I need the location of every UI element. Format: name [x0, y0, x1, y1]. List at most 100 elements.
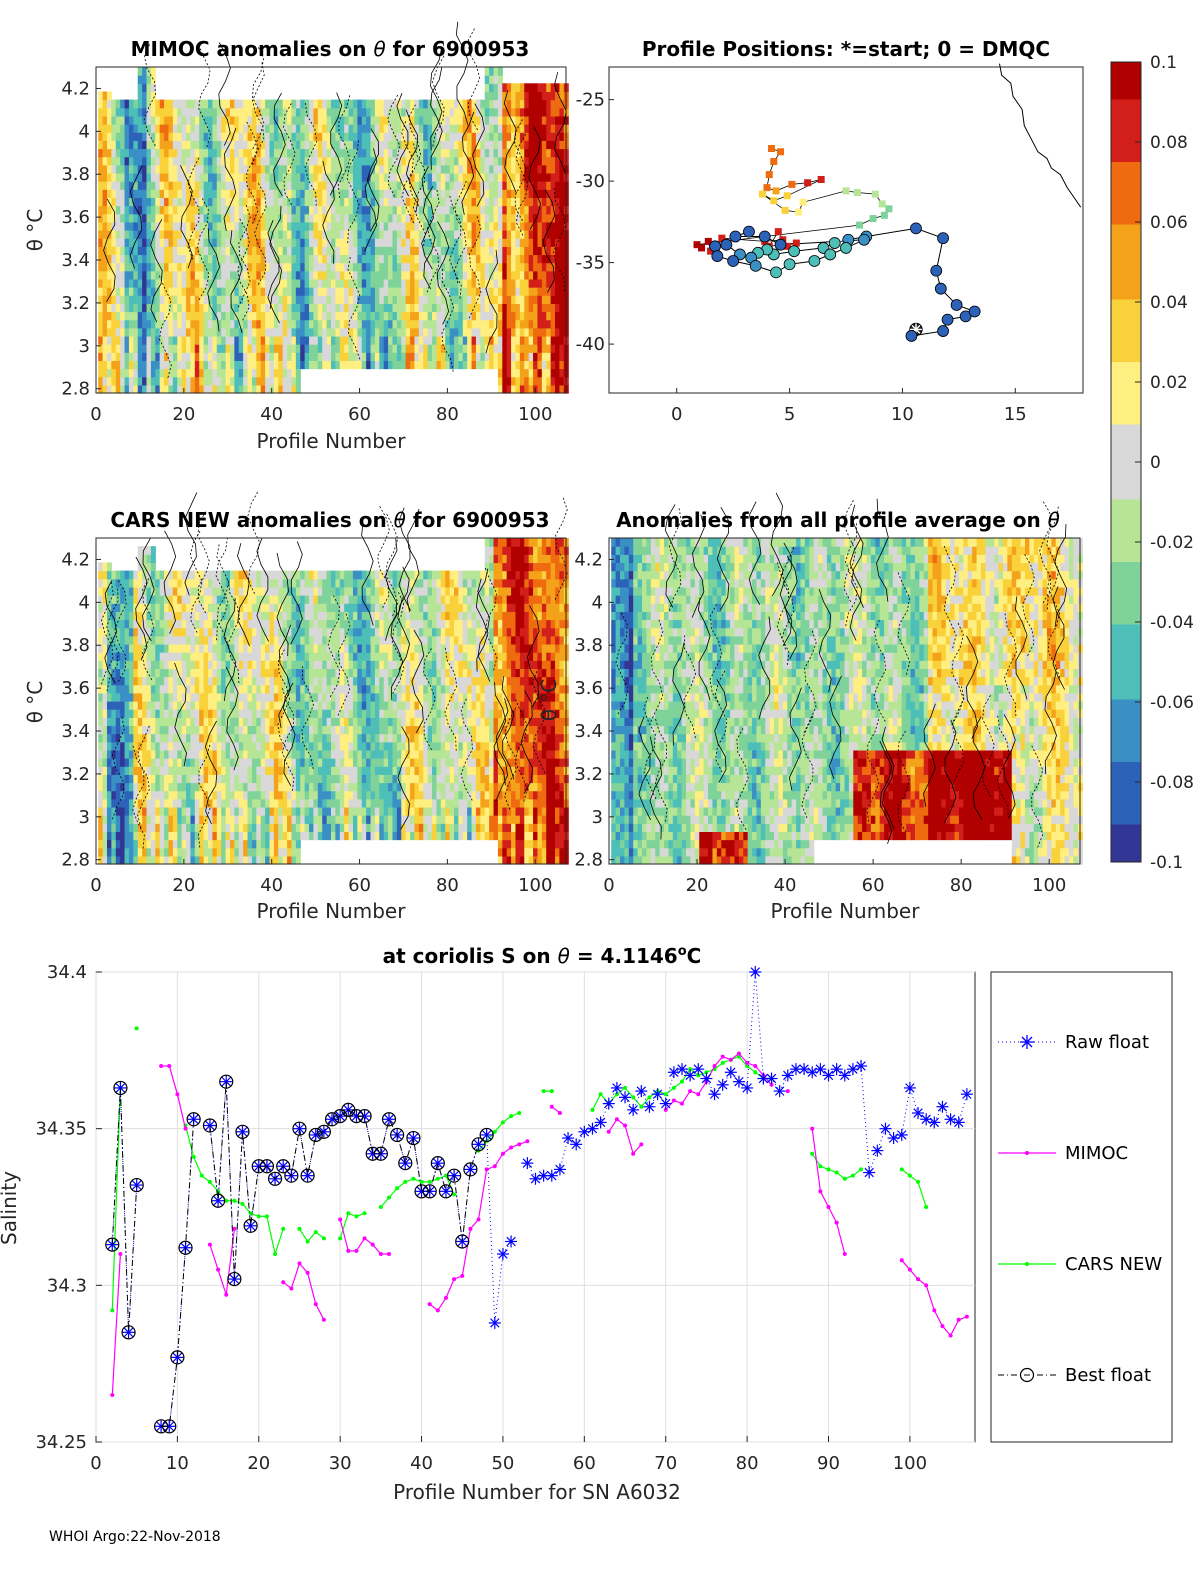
p-mimoc-cell — [177, 376, 183, 386]
p-mimoc-cell — [361, 132, 367, 141]
p-mimoc-cell — [374, 140, 380, 150]
p-cars-cell — [168, 709, 174, 718]
p-mimoc-cell — [392, 140, 398, 150]
p-cars-cell — [150, 766, 156, 775]
p-cars-cell — [208, 855, 213, 865]
p-mimoc-cell — [282, 376, 288, 386]
p-mimoc-cell — [357, 189, 363, 198]
p-mimoc-cell — [418, 327, 424, 337]
p-mimoc-cell — [256, 270, 262, 280]
p-mimoc-cell — [106, 107, 112, 117]
p-cars-cell — [208, 668, 213, 678]
p-cars-cell — [137, 684, 143, 694]
p-mimoc-cell — [155, 140, 161, 150]
p-mimoc-cell — [98, 303, 104, 313]
p-mimoc-cell — [445, 352, 451, 361]
p-mimoc-cell — [124, 132, 130, 141]
p-mimoc-cell — [229, 221, 235, 231]
p-mimoc-cell — [260, 368, 266, 378]
p-mimoc-cell — [331, 319, 336, 329]
p-mimoc-cell — [287, 262, 293, 272]
p-mimoc-cell — [260, 303, 266, 313]
p-cars-cell — [146, 741, 152, 751]
p-mimoc-contour — [237, 217, 250, 321]
p-cars-cell — [146, 643, 152, 653]
p-mimoc-cell — [432, 140, 438, 150]
p-mimoc-cell — [142, 205, 148, 215]
positions-xtick-label: 0 — [671, 404, 682, 425]
p-mimoc-cell — [199, 311, 205, 321]
p-mimoc-cell — [410, 107, 416, 117]
p-cars-cell — [120, 611, 126, 621]
p-cars-cell — [208, 684, 213, 694]
p-cars-cell — [181, 749, 187, 759]
p-mimoc-cell — [348, 213, 354, 223]
p-mimoc-cell — [287, 368, 293, 378]
p-mimoc-cell — [190, 238, 196, 247]
p-mimoc-cell — [124, 164, 130, 174]
p-mimoc-cell — [269, 115, 275, 125]
p-mimoc-cell — [396, 238, 402, 247]
p-mimoc-cell — [172, 352, 178, 361]
p-cars-cell — [146, 839, 152, 849]
p-mimoc-cell — [229, 213, 235, 223]
p-mimoc-cell — [348, 132, 354, 141]
p-mimoc-cell — [524, 91, 530, 101]
p-mimoc-cell — [339, 238, 345, 247]
p-mimoc-cell — [150, 189, 156, 198]
p-mimoc-cell — [388, 295, 394, 304]
p-mimoc-cell — [247, 311, 253, 321]
p-cars-cell — [128, 839, 134, 849]
p-mimoc-cell — [150, 115, 156, 125]
p-mimoc-cell — [124, 197, 130, 207]
p-mimoc-cell — [190, 270, 196, 280]
p-mimoc-cell — [370, 148, 376, 158]
p-mimoc-cell — [383, 344, 389, 353]
p-mimoc-cell — [502, 140, 508, 150]
p-mimoc-cell — [471, 287, 477, 296]
p-mimoc-cell — [506, 205, 512, 215]
p-mimoc-cell — [137, 124, 143, 133]
p-mimoc-cell — [177, 295, 183, 304]
p-cars-cell — [133, 668, 139, 678]
p-mimoc-cell — [519, 238, 525, 247]
p-mimoc-cell — [238, 107, 244, 117]
p-mimoc-cell — [212, 132, 218, 141]
p-mimoc-cell — [168, 221, 174, 231]
p-mimoc-cell — [102, 197, 108, 207]
p-mimoc-cell — [142, 376, 148, 386]
p-mimoc-cell — [388, 278, 394, 288]
p-cars-cell — [128, 611, 134, 621]
p-cars-cell — [181, 692, 187, 702]
p-mimoc-cell — [401, 278, 407, 288]
p-mimoc-cell — [370, 311, 376, 321]
p-mimoc-cell — [317, 352, 323, 361]
p-mimoc-cell — [181, 254, 187, 264]
p-cars-cell — [133, 709, 139, 718]
p-mimoc-cell — [190, 156, 196, 166]
p-mimoc-cell — [410, 335, 416, 345]
p-mimoc-cell — [212, 172, 218, 182]
p-mimoc-cell — [458, 164, 464, 174]
p-mimoc-cell — [142, 246, 148, 256]
p-mimoc-cell — [181, 181, 187, 190]
p-mimoc-cell — [524, 83, 530, 93]
p-mimoc-cell — [449, 197, 455, 207]
p-mimoc-cell — [524, 327, 530, 337]
p-mimoc-cell — [102, 221, 108, 231]
p-cars-cell — [194, 627, 200, 637]
p-mimoc-cell — [484, 360, 490, 370]
p-mimoc-cell — [273, 335, 279, 345]
p-mimoc-cell — [260, 164, 266, 174]
p-mimoc-cell — [238, 246, 244, 256]
p-mimoc-cell — [335, 278, 341, 288]
p-cars-cell — [159, 643, 165, 653]
p-mimoc-cell — [238, 360, 244, 370]
p-cars-cell — [128, 741, 134, 751]
p-mimoc-cell — [410, 344, 416, 353]
p-mimoc-cell — [194, 311, 200, 321]
p-cars-cell — [137, 774, 143, 784]
p-mimoc-cell — [309, 156, 315, 166]
p-cars-cell — [190, 831, 196, 841]
p-mimoc-cell — [199, 262, 205, 272]
